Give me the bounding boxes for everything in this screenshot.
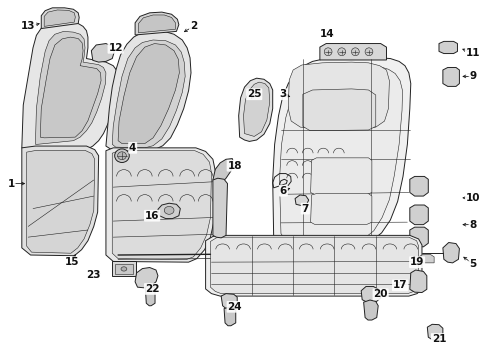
Polygon shape [145, 285, 155, 306]
Polygon shape [287, 62, 388, 129]
Text: 9: 9 [468, 71, 476, 81]
Polygon shape [279, 66, 402, 244]
Polygon shape [40, 37, 101, 138]
Ellipse shape [324, 48, 331, 56]
Ellipse shape [117, 152, 126, 159]
Polygon shape [158, 203, 180, 219]
Polygon shape [427, 324, 442, 340]
Text: 10: 10 [465, 193, 479, 203]
Text: 6: 6 [279, 186, 286, 196]
Text: 15: 15 [64, 257, 79, 267]
Polygon shape [135, 12, 179, 35]
Polygon shape [212, 178, 227, 238]
Polygon shape [22, 146, 99, 256]
Polygon shape [44, 10, 75, 26]
Text: 8: 8 [468, 220, 476, 230]
Polygon shape [212, 158, 233, 185]
Polygon shape [442, 67, 458, 86]
Ellipse shape [337, 48, 345, 56]
Text: 21: 21 [431, 334, 446, 344]
Text: 23: 23 [86, 270, 101, 280]
Text: 11: 11 [465, 48, 479, 58]
Text: 3: 3 [279, 89, 286, 99]
Polygon shape [210, 237, 418, 294]
Text: 1: 1 [7, 179, 15, 189]
Text: 18: 18 [227, 161, 242, 171]
Ellipse shape [351, 48, 359, 56]
Polygon shape [418, 254, 433, 263]
Polygon shape [135, 267, 158, 288]
Polygon shape [438, 41, 457, 54]
Ellipse shape [121, 267, 126, 271]
Polygon shape [221, 294, 237, 309]
Polygon shape [27, 150, 95, 253]
Polygon shape [22, 21, 118, 152]
Text: 14: 14 [319, 28, 334, 39]
Polygon shape [272, 58, 410, 248]
Text: 13: 13 [21, 21, 35, 31]
Polygon shape [112, 40, 185, 148]
Polygon shape [409, 270, 426, 293]
Text: 16: 16 [144, 211, 159, 221]
Polygon shape [442, 243, 458, 263]
Text: 7: 7 [301, 203, 308, 213]
Polygon shape [205, 235, 421, 296]
Polygon shape [319, 44, 386, 60]
Polygon shape [302, 89, 375, 131]
Polygon shape [106, 31, 191, 152]
Polygon shape [243, 82, 269, 136]
Text: 25: 25 [246, 89, 261, 99]
Text: 22: 22 [144, 284, 159, 294]
Bar [112, 261, 135, 276]
Polygon shape [224, 307, 235, 326]
Text: 4: 4 [129, 143, 136, 153]
Polygon shape [409, 227, 427, 247]
Polygon shape [361, 287, 380, 302]
Text: 5: 5 [468, 259, 476, 269]
Text: 20: 20 [373, 289, 387, 299]
Ellipse shape [115, 149, 129, 162]
Ellipse shape [164, 206, 174, 214]
Ellipse shape [365, 48, 372, 56]
Bar [115, 264, 132, 274]
Polygon shape [363, 300, 377, 320]
Text: 24: 24 [227, 302, 242, 312]
Polygon shape [118, 44, 179, 144]
Polygon shape [409, 205, 427, 225]
Polygon shape [106, 148, 215, 262]
Text: 19: 19 [409, 257, 424, 267]
Text: 12: 12 [108, 43, 122, 53]
Polygon shape [112, 151, 211, 260]
Polygon shape [310, 194, 371, 224]
Polygon shape [409, 176, 427, 196]
Text: 2: 2 [189, 21, 197, 31]
Polygon shape [91, 44, 114, 62]
Polygon shape [41, 8, 79, 28]
Polygon shape [35, 31, 106, 144]
Polygon shape [238, 78, 272, 141]
Polygon shape [294, 195, 308, 206]
Text: 17: 17 [392, 280, 407, 291]
Polygon shape [310, 158, 371, 194]
Polygon shape [138, 15, 175, 33]
